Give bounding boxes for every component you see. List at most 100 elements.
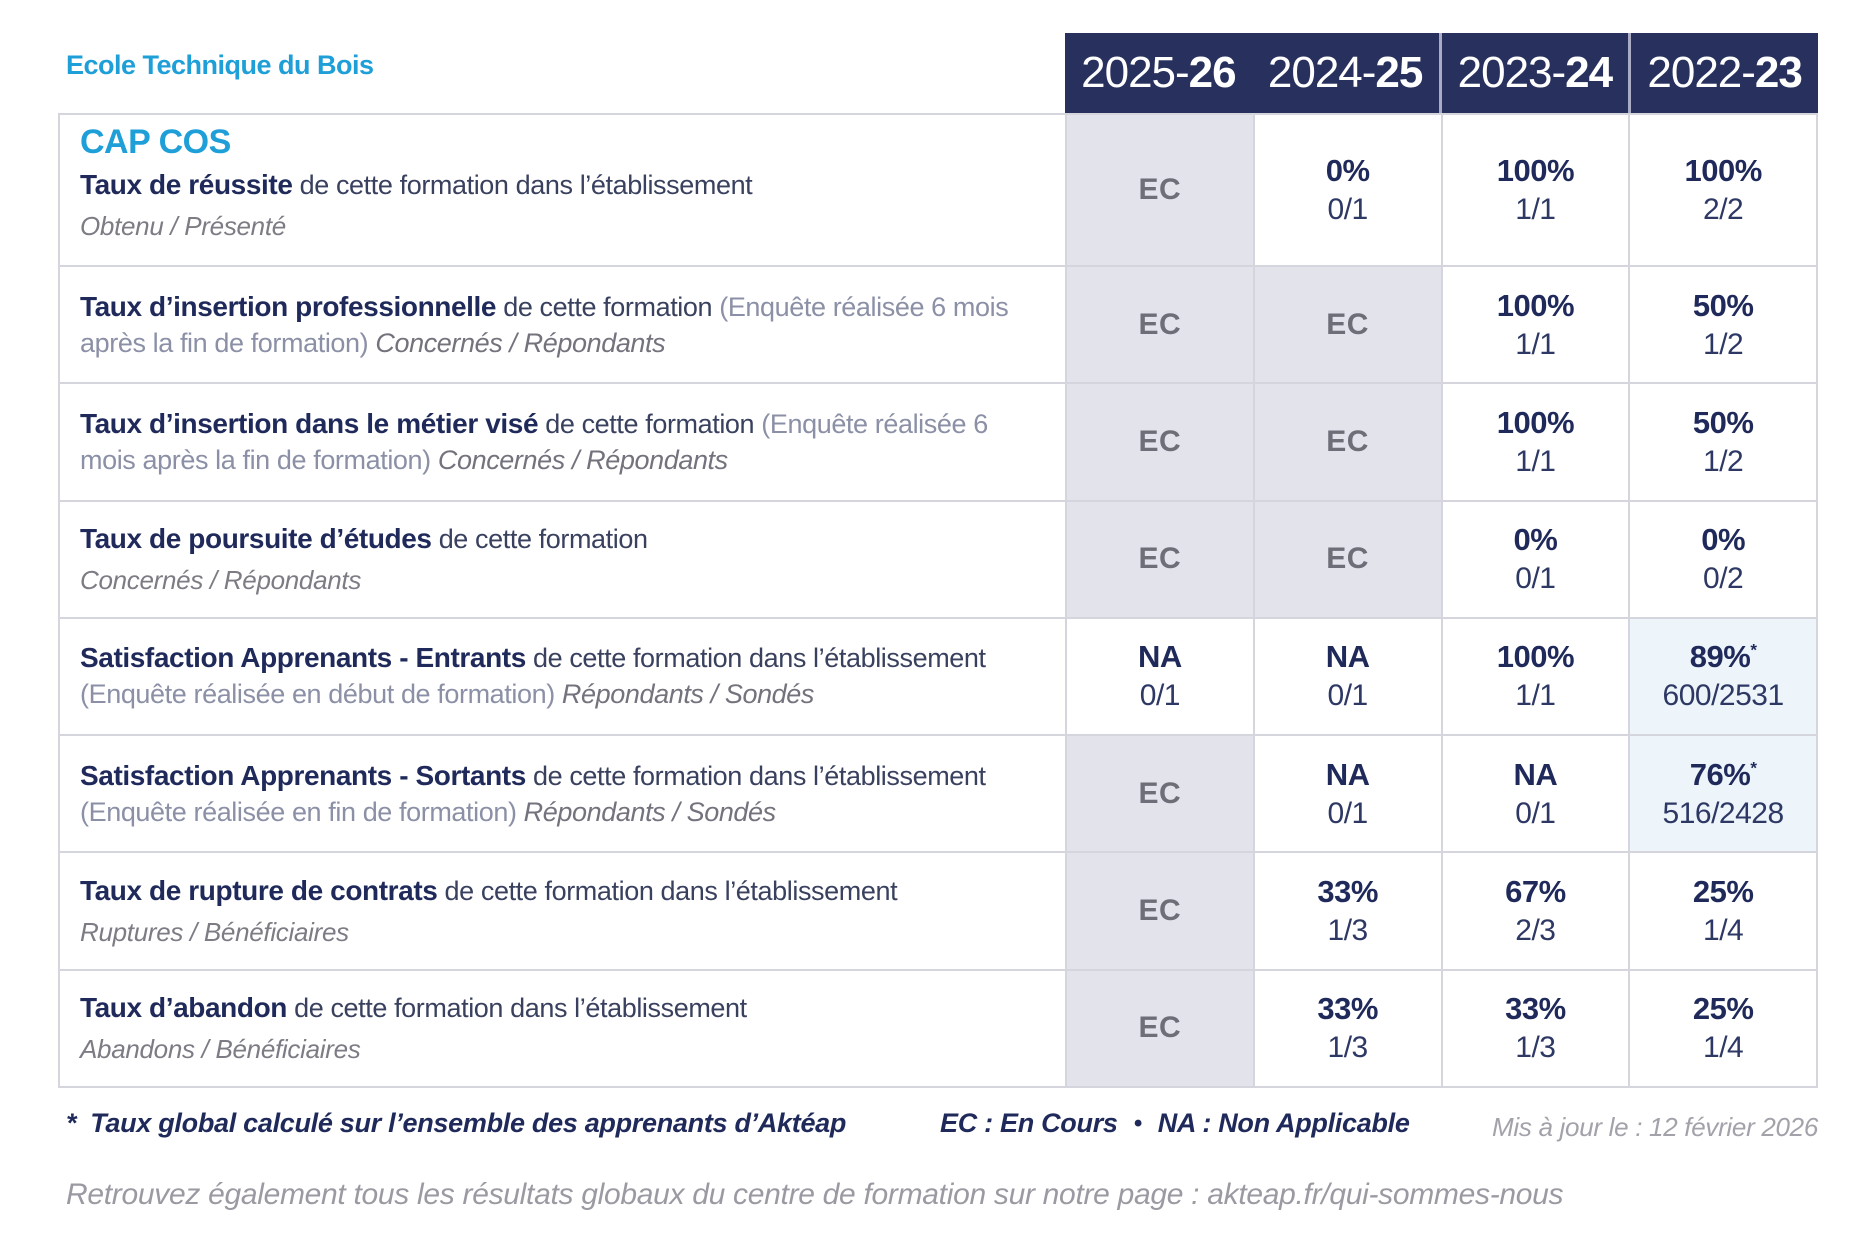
row-subtitle: Répondants / Sondés [523,796,776,827]
footnote-text: Taux global calculé sur l’ensemble des a… [90,1108,847,1138]
data-cell: 0% 0/2 [1628,501,1816,617]
table-row: Satisfaction Apprenants - Entrants de ce… [60,616,1816,735]
data-cell: 33% 1/3 [1440,970,1629,1086]
legend: EC : En Cours • NA : Non Applicable [940,1108,1410,1139]
data-cell: 100% 1/1 [1440,618,1629,735]
cell-fraction: 600/2531 [1662,679,1785,713]
cell-fraction: 1/3 [1515,1031,1556,1065]
cell-value: EC [1138,1011,1182,1045]
data-cell: EC [1065,501,1253,617]
data-cell: 33% 1/3 [1252,853,1441,969]
legend-na: NA : Non Applicable [1157,1108,1410,1138]
cell-value: 0% [1513,522,1558,558]
row-note: (Enquête réalisée 6 mois après la fin de… [80,408,988,475]
row-title: Satisfaction Apprenants - Entrants [80,642,526,674]
row-title: Satisfaction Apprenants - Sortants [80,759,526,791]
cell-fraction: 516/2428 [1662,796,1785,830]
cell-value: EC [1138,894,1182,928]
cell-fraction: 1/1 [1515,193,1556,226]
footnote-star: * [66,1108,77,1138]
star-marker: * [1750,758,1757,778]
results-table: CAP COS Taux de réussite de cette format… [58,113,1818,1088]
year-suffix: 25 [1375,48,1423,97]
row-subtitle: Concernés / Répondants [375,327,666,358]
data-cell: 50% 1/2 [1628,384,1816,500]
year-suffix: 26 [1188,48,1237,97]
cell-value: 50% [1692,404,1754,440]
cell-value: 76%* [1690,757,1757,793]
cell-value: EC [1138,542,1182,576]
cell-fraction: 0/1 [1515,562,1556,596]
cell-value: NA [1513,756,1558,792]
data-cell: 67% 2/3 [1440,853,1629,969]
year-column-2024-25: 2024- 25 [1252,33,1439,113]
footnote: * Taux global calculé sur l’ensemble des … [66,1108,846,1139]
cell-fraction: 1/1 [1515,679,1556,713]
cell-value: 0% [1325,153,1370,188]
row-title: Taux de rupture de contrats [80,875,438,907]
row-label: Satisfaction Apprenants - Entrants de ce… [60,619,1065,734]
data-cell: EC [1065,853,1253,969]
row-desc: de cette formation dans l’établissement [444,876,898,907]
table-row: CAP COS Taux de réussite de cette format… [60,115,1816,265]
row-label: Taux d’abandon de cette formation dans l… [60,971,1065,1086]
cell-value: 25% [1692,874,1754,910]
data-cell: 100% 2/2 [1628,115,1816,265]
cell-fraction: 0/2 [1703,562,1744,596]
cell-value: 50% [1692,287,1754,323]
row-note: (Enquête réalisée 6 mois après la fin de… [80,291,1009,358]
table-row: Taux d’insertion professionnelle de cett… [60,265,1816,383]
row-subtitle: Ruptures / Bénéficiaires [80,917,349,948]
row-desc: de cette formation dans l’établissement [294,993,747,1024]
row-subtitle: Obtenu / Présenté [80,211,286,241]
year-suffix: 24 [1565,48,1613,97]
year-prefix: 2024- [1267,48,1377,97]
cell-fraction: 2/2 [1703,193,1744,226]
row-label: Satisfaction Apprenants - Sortants de ce… [60,736,1065,851]
row-desc: de cette formation [503,291,713,322]
cell-value: 100% [1684,153,1762,188]
data-cell: 0% 0/1 [1252,115,1441,265]
cell-value: EC [1138,776,1182,810]
cell-fraction: 1/1 [1515,327,1556,361]
legend-bullet: • [1133,1109,1142,1137]
data-cell: EC [1252,384,1441,500]
year-prefix: 2025- [1081,48,1190,97]
data-cell: EC [1065,115,1253,265]
cell-value: 100% [1496,153,1575,188]
cell-value: 100% [1496,287,1575,323]
cell-value: EC [1138,173,1182,206]
program-title: CAP COS [80,123,231,161]
row-label: Taux d’insertion dans le métier visé de … [60,384,1065,499]
cell-fraction: 1/3 [1327,914,1369,948]
cell-fraction: 2/3 [1515,914,1556,948]
cell-value: EC [1326,307,1369,341]
cell-value: EC [1138,307,1182,341]
cell-value: 67% [1505,874,1566,910]
cell-fraction: 1/3 [1327,1031,1369,1065]
row-subtitle: Concernés / Répondants [80,565,362,596]
row-title: Taux d’insertion dans le métier visé [80,407,539,439]
table-row: Satisfaction Apprenants - Sortants de ce… [60,734,1816,852]
footer-info: Retrouvez également tous les résultats g… [66,1178,1564,1212]
data-cell: 100% 1/1 [1440,267,1629,383]
akteap-link[interactable]: akteap.fr/qui-sommes-nous [1207,1178,1564,1211]
row-subtitle: Abandons / Bénéficiaires [80,1034,361,1065]
data-cell: EC [1252,501,1441,617]
row-title: Taux d’insertion professionnelle [80,290,497,322]
table-row: Taux de rupture de contrats de cette for… [60,851,1816,969]
row-title: Taux de réussite [80,169,293,200]
school-title: Ecole Technique du Bois [66,50,374,80]
row-desc: de cette formation dans l’établissement [299,170,753,200]
data-cell: NA 0/1 [1252,736,1441,852]
row-label: CAP COS Taux de réussite de cette format… [60,115,1065,265]
year-suffix: 23 [1754,48,1803,97]
cell-fraction: 1/4 [1703,1031,1744,1065]
cell-value: 33% [1505,991,1566,1027]
cell-fraction: 1/2 [1703,327,1744,361]
cell-fraction: 0/1 [1139,679,1181,713]
data-cell: 76%* 516/2428 [1628,736,1816,852]
cell-fraction: 0/1 [1327,679,1369,713]
year-prefix: 2022- [1647,48,1756,97]
